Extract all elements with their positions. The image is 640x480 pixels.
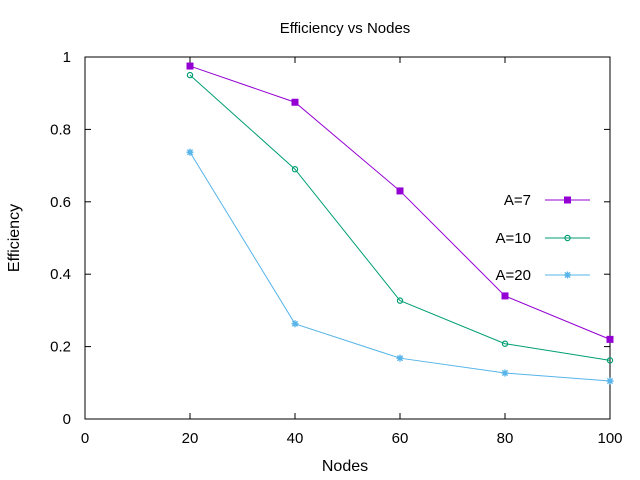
data-point	[606, 377, 614, 385]
legend-marker	[564, 271, 571, 279]
plot-frame	[84, 56, 611, 420]
x-tick-label: 100	[597, 430, 622, 447]
legend-label: A=10	[496, 230, 531, 247]
data-point	[606, 335, 614, 343]
y-tick-label: 0.2	[50, 339, 71, 356]
series-layer	[186, 62, 614, 385]
series-2	[186, 71, 614, 364]
y-tick-label: 0.4	[50, 266, 71, 283]
series-line	[189, 74, 611, 361]
y-axis-ticks: 0 0.2 0.4 0.6 0.8 1	[50, 49, 610, 428]
data-point	[291, 166, 299, 173]
data-point	[606, 357, 614, 364]
x-tick-label: 60	[392, 430, 409, 447]
y-tick-label: 0.8	[50, 121, 71, 138]
legend-marker	[564, 196, 571, 204]
series-line	[189, 151, 611, 382]
chart-title: Efficiency vs Nodes	[280, 20, 411, 37]
data-point	[501, 292, 509, 300]
data-point	[186, 71, 194, 79]
data-point	[396, 354, 404, 362]
legend-marker	[564, 234, 571, 242]
data-point	[291, 98, 299, 106]
y-tick-label: 1	[63, 49, 71, 66]
data-point	[186, 148, 194, 156]
y-tick-label: 0.6	[50, 194, 71, 211]
x-tick-label: 80	[497, 430, 514, 447]
x-tick-label: 0	[81, 430, 89, 447]
x-tick-label: 20	[182, 430, 199, 447]
series-1	[186, 62, 614, 343]
data-point	[396, 187, 404, 195]
legend-label: A=7	[504, 192, 531, 209]
x-axis-ticks: 0 20 40 60 80 100	[81, 57, 623, 447]
y-tick-label: 0	[63, 411, 71, 428]
data-point	[501, 369, 509, 377]
legend-label: A=20	[496, 267, 531, 284]
data-point	[291, 320, 299, 328]
y-axis-label: Efficiency	[6, 204, 23, 272]
data-point	[501, 340, 509, 347]
data-point	[396, 297, 404, 304]
series-3	[186, 148, 614, 385]
legend: A=7 A=10 A=20	[496, 192, 590, 284]
x-axis-label: Nodes	[322, 458, 368, 475]
data-point	[186, 62, 194, 70]
x-tick-label: 40	[287, 430, 304, 447]
